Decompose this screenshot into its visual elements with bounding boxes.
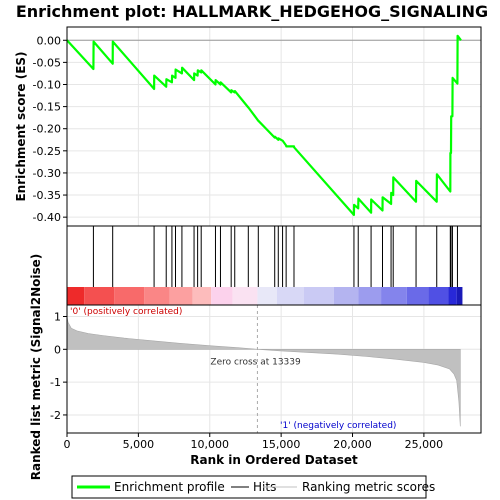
colorbar-segment	[67, 287, 85, 305]
colorbar-segment	[276, 287, 304, 305]
colorbar-segment	[257, 287, 277, 305]
colorbar-segment	[358, 287, 382, 305]
negative-correlation-label: '1' (negatively correlated)	[280, 421, 396, 431]
es-ylabel: Enrichment score (ES)	[14, 51, 28, 201]
es-ytick-label: -0.40	[33, 211, 61, 224]
ranked-ytick-label: 0	[54, 343, 61, 356]
es-ytick-label: -0.10	[33, 78, 61, 91]
ranked-ytick-label: 1	[54, 310, 61, 323]
es-plot-area	[67, 27, 481, 226]
es-ytick-label: -0.35	[33, 189, 61, 202]
ranked-xtick-label: 15,000	[262, 438, 301, 451]
es-ytick-label: -0.25	[33, 145, 61, 158]
colorbar-segment	[169, 287, 193, 305]
ranked-xlabel: Rank in Ordered Dataset	[190, 453, 358, 467]
legend-label: Ranking metric scores	[302, 480, 435, 494]
ranked-frame	[66, 304, 482, 434]
colorbar-segment	[144, 287, 170, 305]
es-ytick-label: -0.20	[33, 123, 61, 136]
legend: Enrichment profile Hits Ranking metric sco…	[71, 475, 435, 499]
chart-title: Enrichment plot: HALLMARK_HEDGEHOG_SIGNA…	[16, 2, 488, 21]
ranked-xtick-label: 25,000	[405, 438, 444, 451]
colorbar-segment	[232, 287, 258, 305]
ranked-xtick-label: 0	[64, 438, 71, 451]
es-ytick-label: -0.15	[33, 101, 61, 114]
enrichment-profile-line	[66, 34, 462, 216]
colorbar-segment	[114, 287, 145, 305]
ranked-ylabel: Ranked list metric (Signal2Noise)	[29, 254, 43, 481]
es-panel: 0.00 -0.05 -0.10 -0.15 -0.20 -0.25 -0.30 -0.35 -…	[14, 26, 482, 227]
colorbar-segment	[211, 287, 233, 305]
colorbar-segment	[192, 287, 212, 305]
colorbar-segment	[303, 287, 334, 305]
colorbar-segment	[406, 287, 429, 305]
ranked-xtick-label: 5,000	[123, 438, 155, 451]
colorbar-segment	[84, 287, 115, 305]
colorbar-segment	[428, 287, 449, 305]
ranking-metric-area	[66, 316, 461, 427]
colorbar-segment	[448, 287, 457, 305]
zero-cross-label: Zero cross at 13339	[210, 357, 301, 367]
colorbar-segment	[333, 287, 359, 305]
ranked-xtick-label: 20,000	[333, 438, 372, 451]
ranked-panel: 1 0 -1 -2 0 5,000 10,000 15,000 20,000 25,000 Zero…	[29, 254, 482, 481]
ranked-ytick-label: -2	[50, 409, 61, 422]
ranked-ytick-label: -1	[50, 376, 61, 389]
positive-correlation-label: '0' (positively correlated)	[70, 307, 182, 317]
colorbar-segment	[456, 287, 463, 305]
legend-label: Enrichment profile	[114, 480, 225, 494]
es-ytick-label: -0.30	[33, 167, 61, 180]
es-ytick-label: 0.00	[37, 34, 62, 47]
hits-panel	[66, 225, 482, 306]
es-ytick-label: -0.05	[33, 56, 61, 69]
ranked-plot-area	[67, 305, 481, 433]
colorbar-segment	[381, 287, 407, 305]
ranked-xtick-label: 10,000	[191, 438, 230, 451]
